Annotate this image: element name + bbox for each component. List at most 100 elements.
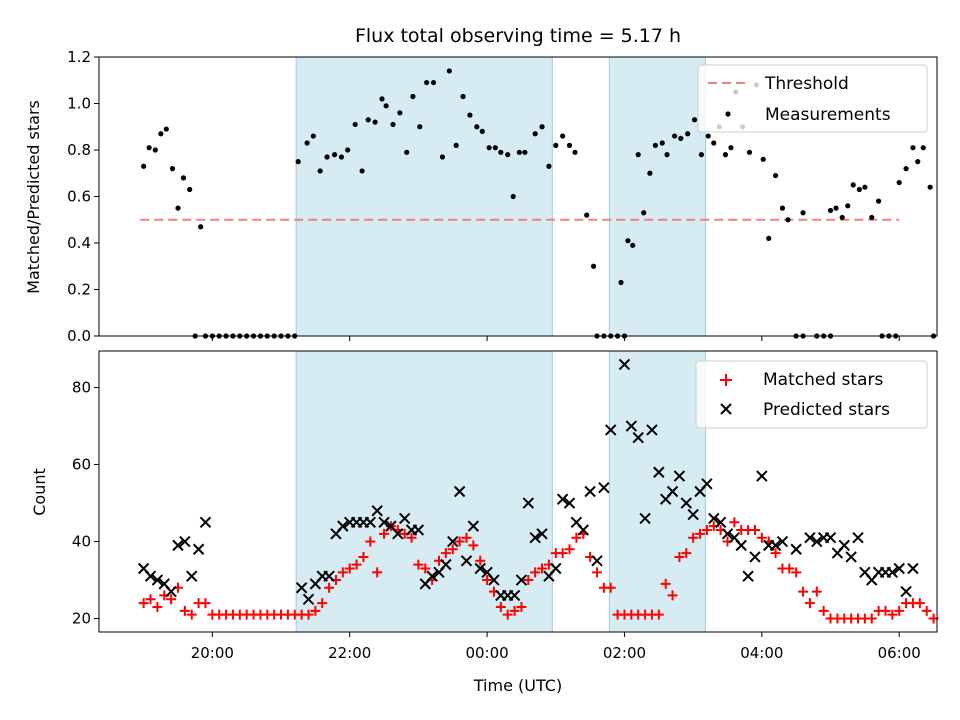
matched-star-point <box>688 532 699 543</box>
top-y-tick-label: 0.8 <box>67 141 91 159</box>
matched-star-point <box>914 598 925 609</box>
predicted-star-point <box>371 505 383 517</box>
x-tick-label: 02:00 <box>603 644 646 662</box>
measurement-point <box>920 145 926 151</box>
matched-star-point <box>461 532 472 543</box>
matched-star-point <box>440 548 451 559</box>
top-y-tick-label: 1.0 <box>67 95 91 113</box>
matched-star-point <box>667 590 678 601</box>
matched-star-point <box>791 567 802 578</box>
matched-star-point <box>351 559 362 570</box>
predicted-star-point <box>426 570 438 582</box>
matched-star-point <box>145 594 156 605</box>
top-y-ticks: 0.0 0.2 0.4 0.6 0.8 1.0 1.2 <box>67 48 99 345</box>
predicted-star-point <box>522 497 535 509</box>
measurement-point <box>546 163 552 169</box>
measurement-point <box>379 96 385 102</box>
top-y-tick-label: 1.2 <box>67 48 91 66</box>
predicted-star-point <box>165 585 177 598</box>
predicted-star-point <box>673 470 686 482</box>
matched-star-point <box>324 582 335 593</box>
matched-star-point <box>344 563 355 574</box>
matched-star-point <box>729 517 740 528</box>
measurement-point <box>566 142 573 148</box>
predicted-star-point <box>302 593 315 605</box>
predicted-star-point <box>577 524 589 536</box>
measurement-point <box>424 79 430 86</box>
predicted-star-point <box>412 524 425 536</box>
predicted-star-point <box>556 493 569 505</box>
predicted-star-point <box>708 512 720 525</box>
x-tick-label: 22:00 <box>328 644 371 662</box>
measurement-point <box>486 145 492 151</box>
top-y-tick-label: 0.2 <box>67 281 91 299</box>
measurement-point <box>685 131 691 137</box>
predicted-star-point <box>364 516 377 529</box>
predicted-star-point <box>447 535 459 548</box>
measurement-point <box>572 149 578 155</box>
measurement-point <box>652 142 658 148</box>
matched-star-point <box>310 605 321 616</box>
matched-star-point <box>454 536 465 547</box>
predicted-star-point <box>323 570 335 582</box>
predicted-star-point <box>144 570 157 582</box>
matched-star-point <box>406 532 417 543</box>
measurement-point <box>479 128 485 134</box>
measurement-point <box>169 166 176 172</box>
legend-matched-label: Matched stars <box>763 370 883 390</box>
measurement-point <box>474 124 480 130</box>
top-x-ticks <box>211 336 900 341</box>
matched-star-point <box>523 575 534 586</box>
measurement-point <box>453 142 459 148</box>
predicted-stars-points <box>137 358 919 605</box>
x-axis-label: Time (UTC) <box>473 676 562 695</box>
matched-star-point <box>701 524 712 535</box>
matched-star-point <box>530 567 541 578</box>
predicted-star-point <box>680 497 692 509</box>
predicted-star-point <box>295 582 308 594</box>
matched-star-point <box>179 605 190 616</box>
predicted-star-point <box>192 543 205 555</box>
measurement-point <box>505 152 511 158</box>
top-legend-box <box>697 64 928 133</box>
predicted-star-point <box>605 424 617 436</box>
measurement-point <box>404 149 410 155</box>
predicted-star-point <box>701 478 713 490</box>
matched-star-point <box>482 575 493 586</box>
matched-star-point <box>749 524 760 535</box>
chart-title: Flux total observing time = 5.17 h <box>355 25 681 47</box>
matched-star-point <box>818 605 829 616</box>
matched-star-point <box>887 609 898 620</box>
predicted-star-point <box>625 420 638 432</box>
predicted-star-point <box>721 528 734 540</box>
matched-star-point <box>502 609 513 620</box>
matched-star-point <box>557 548 568 559</box>
matched-star-point <box>317 598 328 609</box>
predicted-star-point <box>392 528 404 540</box>
predicted-star-point <box>666 485 679 498</box>
predicted-star-point <box>460 555 473 567</box>
measurement-point <box>498 149 504 155</box>
predicted-star-point <box>838 539 850 552</box>
measurement-point <box>516 149 522 155</box>
measurement-point <box>630 242 636 248</box>
shaded-interval-0 <box>295 56 553 337</box>
matched-star-point <box>475 555 486 566</box>
predicted-star-point <box>179 535 191 548</box>
predicted-star-point <box>852 531 864 544</box>
measurement-point <box>876 198 882 204</box>
matched-star-point <box>358 551 369 562</box>
measurement-point <box>705 133 711 139</box>
bottom-legend: Matched stars Predicted stars <box>695 360 928 429</box>
measurement-point <box>590 263 597 269</box>
top-legend: Threshold Measurements <box>697 64 928 133</box>
matched-star-point <box>509 605 520 616</box>
predicted-star-point <box>337 520 349 532</box>
measurement-point <box>467 112 473 118</box>
matched-star-point <box>811 586 822 597</box>
bottom-y-axis-label: Count <box>30 468 49 516</box>
matched-star-point <box>303 609 314 620</box>
measurement-point <box>903 166 909 172</box>
measurement-point <box>539 124 545 130</box>
